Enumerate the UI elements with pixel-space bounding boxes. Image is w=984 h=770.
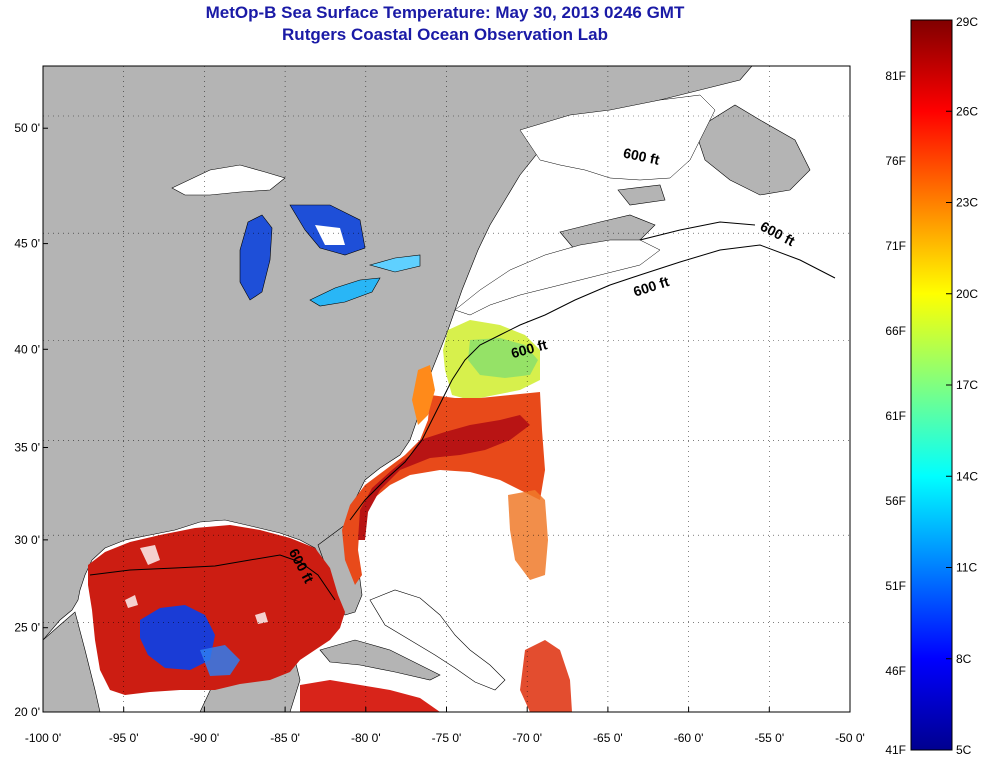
contour-label: 600 ft: [622, 145, 661, 168]
lat-tick-label: 25 0': [14, 621, 40, 635]
lat-tick-label: 45 0': [14, 237, 40, 251]
shelf-new-england: [454, 239, 661, 316]
colorbar-celsius-label: 14C: [956, 469, 978, 483]
contour-line-gulf: [89, 554, 336, 601]
colorbar-fahrenheit-label: 76F: [885, 154, 906, 168]
map-layers: [43, 66, 836, 712]
colorbar-fahrenheit-label: 61F: [885, 409, 906, 423]
colorbar-fahrenheit-label: 66F: [885, 324, 906, 338]
lon-tick-label: -90 0': [190, 731, 220, 745]
lon-axis: -100 0' -95 0' -90 0' -85 0' -80 0' -75 0' -70…: [25, 707, 865, 745]
lat-tick-label: 50 0': [14, 121, 40, 135]
lon-tick-label: -50 0': [835, 731, 865, 745]
colorbar-celsius-label: 8C: [956, 652, 972, 666]
colorbar-celsius-label: 29C: [956, 15, 978, 29]
lat-tick-label: 40 0': [14, 342, 40, 356]
land-newfoundland: [694, 104, 811, 196]
lon-tick-label: -80 0': [351, 731, 381, 745]
lake-huron-open: [315, 225, 345, 245]
lat-tick-label: 30 0': [14, 533, 40, 547]
lat-tick-label: 20 0': [14, 705, 40, 719]
sst-mid-atlantic-green: [468, 338, 538, 378]
colorbar-fahrenheit-label: 81F: [885, 69, 906, 83]
lon-tick-label: -65 0': [593, 731, 623, 745]
colorbar-fahrenheit-label: 51F: [885, 579, 906, 593]
colorbar-fahrenheit-label: 41F: [885, 743, 906, 757]
bahamas-shoals: [369, 589, 506, 691]
lake-superior: [171, 164, 286, 196]
lake-ontario: [368, 254, 421, 273]
colorbar-fahrenheit-label: 71F: [885, 239, 906, 253]
lon-tick-label: -95 0': [109, 731, 139, 745]
lake-michigan: [239, 214, 273, 301]
sst-gulf-stream-core: [358, 415, 530, 540]
sst-caribbean: [300, 680, 440, 712]
lon-tick-label: -55 0': [754, 731, 784, 745]
land-pei: [617, 184, 666, 206]
lon-tick-label: -85 0': [270, 731, 300, 745]
colorbar-fahrenheit-label: 46F: [885, 664, 906, 678]
sst-offshore-south: [520, 640, 572, 712]
sst-gulf-cold-patch-light: [200, 645, 240, 676]
land-cuba: [319, 639, 441, 681]
map-subtitle: Rutgers Coastal Ocean Observation Lab: [282, 25, 608, 44]
colorbar-celsius-label: 26C: [956, 104, 978, 118]
colorbar-fahrenheit-label: 56F: [885, 494, 906, 508]
contour-line-east-coast: [349, 244, 836, 521]
colorbar-labels: 29C 26C 23C 20C 17C 14C 11C 8C 5C 81F 76F 71F 66F 61F…: [885, 15, 978, 757]
lat-tick-label: 35 0': [14, 440, 40, 454]
lake-erie: [309, 277, 381, 307]
sst-nearshore: [412, 365, 435, 425]
title-block: MetOp-B Sea Surface Temperature: May 30,…: [40, 2, 850, 46]
lon-tick-label: -100 0': [25, 731, 61, 745]
lon-tick-label: -75 0': [432, 731, 462, 745]
colorbar-celsius-label: 11C: [956, 561, 977, 575]
colorbar-celsius-label: 5C: [956, 743, 972, 757]
lon-tick-label: -70 0': [512, 731, 542, 745]
map-title: MetOp-B Sea Surface Temperature: May 30,…: [205, 3, 685, 22]
colorbar: [910, 19, 953, 751]
lon-tick-label: -60 0': [674, 731, 704, 745]
lat-axis: 20 0' 25 0' 30 0' 35 0' 40 0' 45 0' 50 0': [14, 121, 48, 719]
colorbar-celsius-label: 23C: [956, 196, 978, 210]
sst-gulf-cold-patch: [140, 605, 215, 670]
land-mexico: [43, 611, 101, 712]
colorbar-celsius-label: 17C: [956, 378, 978, 392]
colorbar-celsius-label: 20C: [956, 287, 978, 301]
